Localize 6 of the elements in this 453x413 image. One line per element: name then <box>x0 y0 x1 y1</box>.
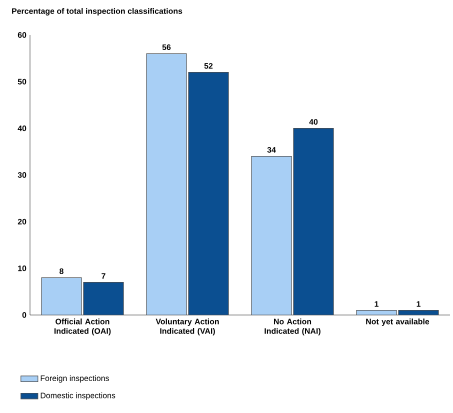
bar <box>41 277 82 315</box>
bar <box>251 156 292 315</box>
bar <box>146 53 187 315</box>
bar <box>188 72 229 315</box>
bar <box>83 282 124 315</box>
bar <box>293 128 334 315</box>
